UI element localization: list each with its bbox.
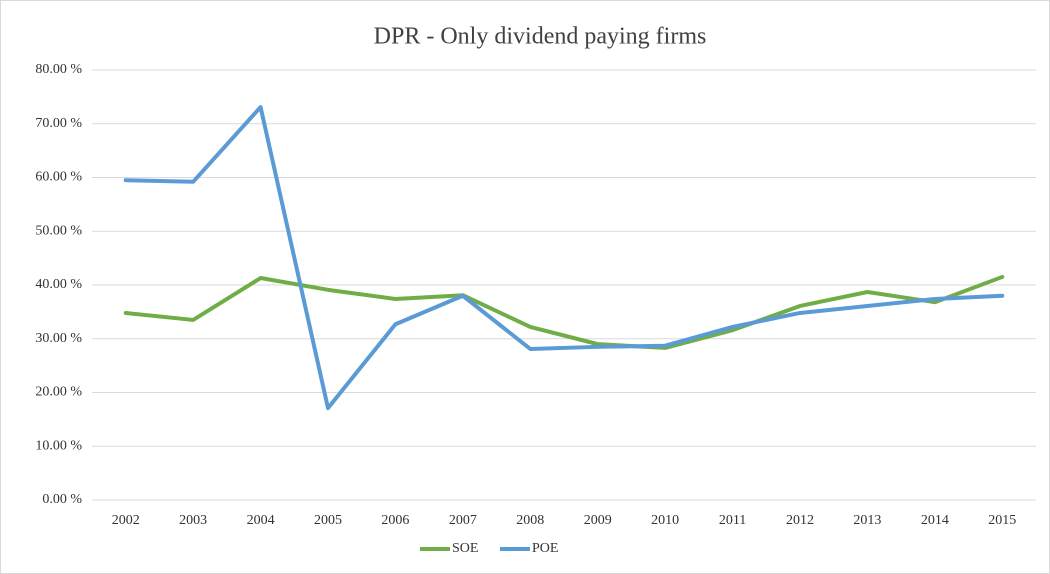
y-tick-label: 50.00 % — [35, 223, 82, 238]
series-line — [123, 105, 1005, 411]
legend-label: SOE — [452, 541, 478, 556]
y-tick-label: 40.00 % — [35, 277, 82, 292]
x-tick-label: 2011 — [719, 513, 746, 528]
y-tick-label: 70.00 % — [35, 116, 82, 131]
x-tick-label: 2005 — [314, 513, 342, 528]
y-tick-label: 80.00 % — [35, 62, 82, 77]
x-tick-label: 2015 — [988, 513, 1016, 528]
x-tick-label: 2013 — [853, 513, 881, 528]
x-tick-label: 2004 — [247, 513, 275, 528]
x-tick-label: 2009 — [584, 513, 612, 528]
x-tick-label: 2010 — [651, 513, 679, 528]
x-tick-label: 2014 — [921, 513, 949, 528]
x-tick-label: 2002 — [112, 513, 140, 528]
y-tick-label: 10.00 % — [35, 438, 82, 453]
x-tick-label: 2006 — [381, 513, 409, 528]
y-tick-label: 0.00 % — [42, 492, 82, 507]
legend-label: POE — [532, 541, 558, 556]
chart-title: DPR - Only dividend paying firms — [374, 24, 707, 50]
x-tick-label: 2003 — [179, 513, 207, 528]
y-tick-label: 60.00 % — [35, 170, 82, 185]
x-tick-label: 2008 — [516, 513, 544, 528]
x-tick-label: 2007 — [449, 513, 477, 528]
series-line — [123, 274, 1005, 350]
x-tick-label: 2012 — [786, 513, 814, 528]
y-tick-label: 20.00 % — [35, 385, 82, 400]
y-tick-label: 30.00 % — [35, 331, 82, 346]
